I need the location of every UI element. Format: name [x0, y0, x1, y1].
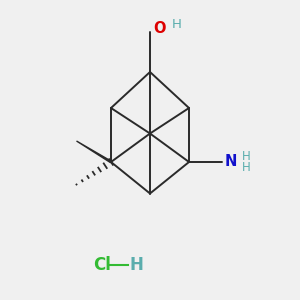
Polygon shape: [76, 141, 111, 163]
Text: H: H: [242, 149, 250, 163]
Text: Cl: Cl: [93, 256, 111, 274]
Text: H: H: [130, 256, 143, 274]
Text: O: O: [153, 21, 166, 36]
Text: H: H: [172, 17, 182, 31]
Text: N: N: [224, 154, 237, 169]
Text: H: H: [242, 160, 250, 174]
